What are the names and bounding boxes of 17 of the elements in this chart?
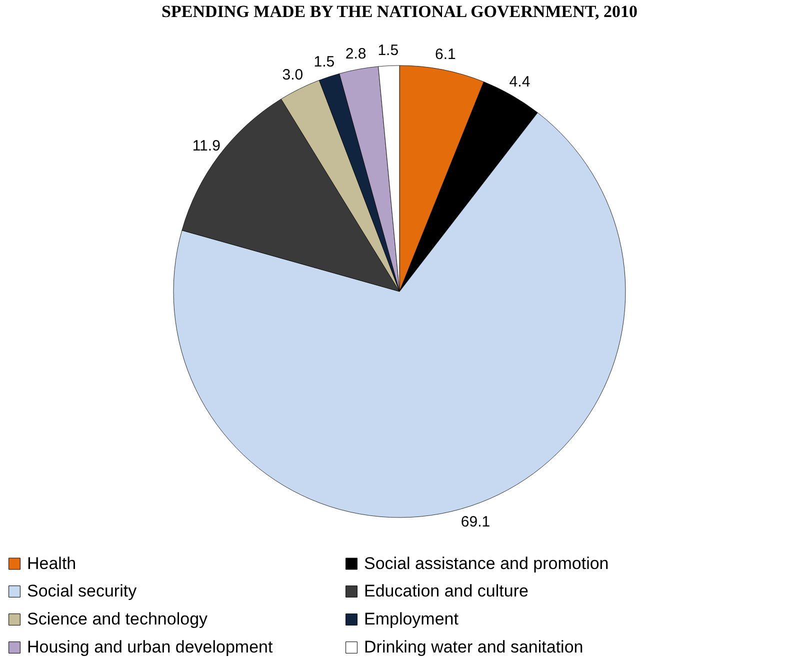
data-label: 6.1 [435,46,456,63]
legend-label: Employment [364,610,459,628]
data-label: 11.9 [192,138,220,155]
legend-label: Social security [27,582,138,600]
legend-label: Housing and urban development [27,638,274,656]
data-label: 1.5 [314,54,335,71]
legend-label: Health [27,554,76,573]
data-label: 3.0 [282,66,304,84]
data-label: 4.4 [509,73,530,90]
legend-label: Social assistance and promotion [364,554,609,573]
chart-title: SPENDING MADE BY THE NATIONAL GOVERNMENT, 2010 [162,2,638,21]
legend-label: Drinking water and sanitation [364,638,584,656]
legend-label: Education and culture [364,582,528,600]
data-label: 1.5 [378,42,399,59]
data-label: 2.8 [345,45,366,62]
data-label: 69.1 [460,513,490,530]
legend-label: Science and technology [27,610,208,628]
